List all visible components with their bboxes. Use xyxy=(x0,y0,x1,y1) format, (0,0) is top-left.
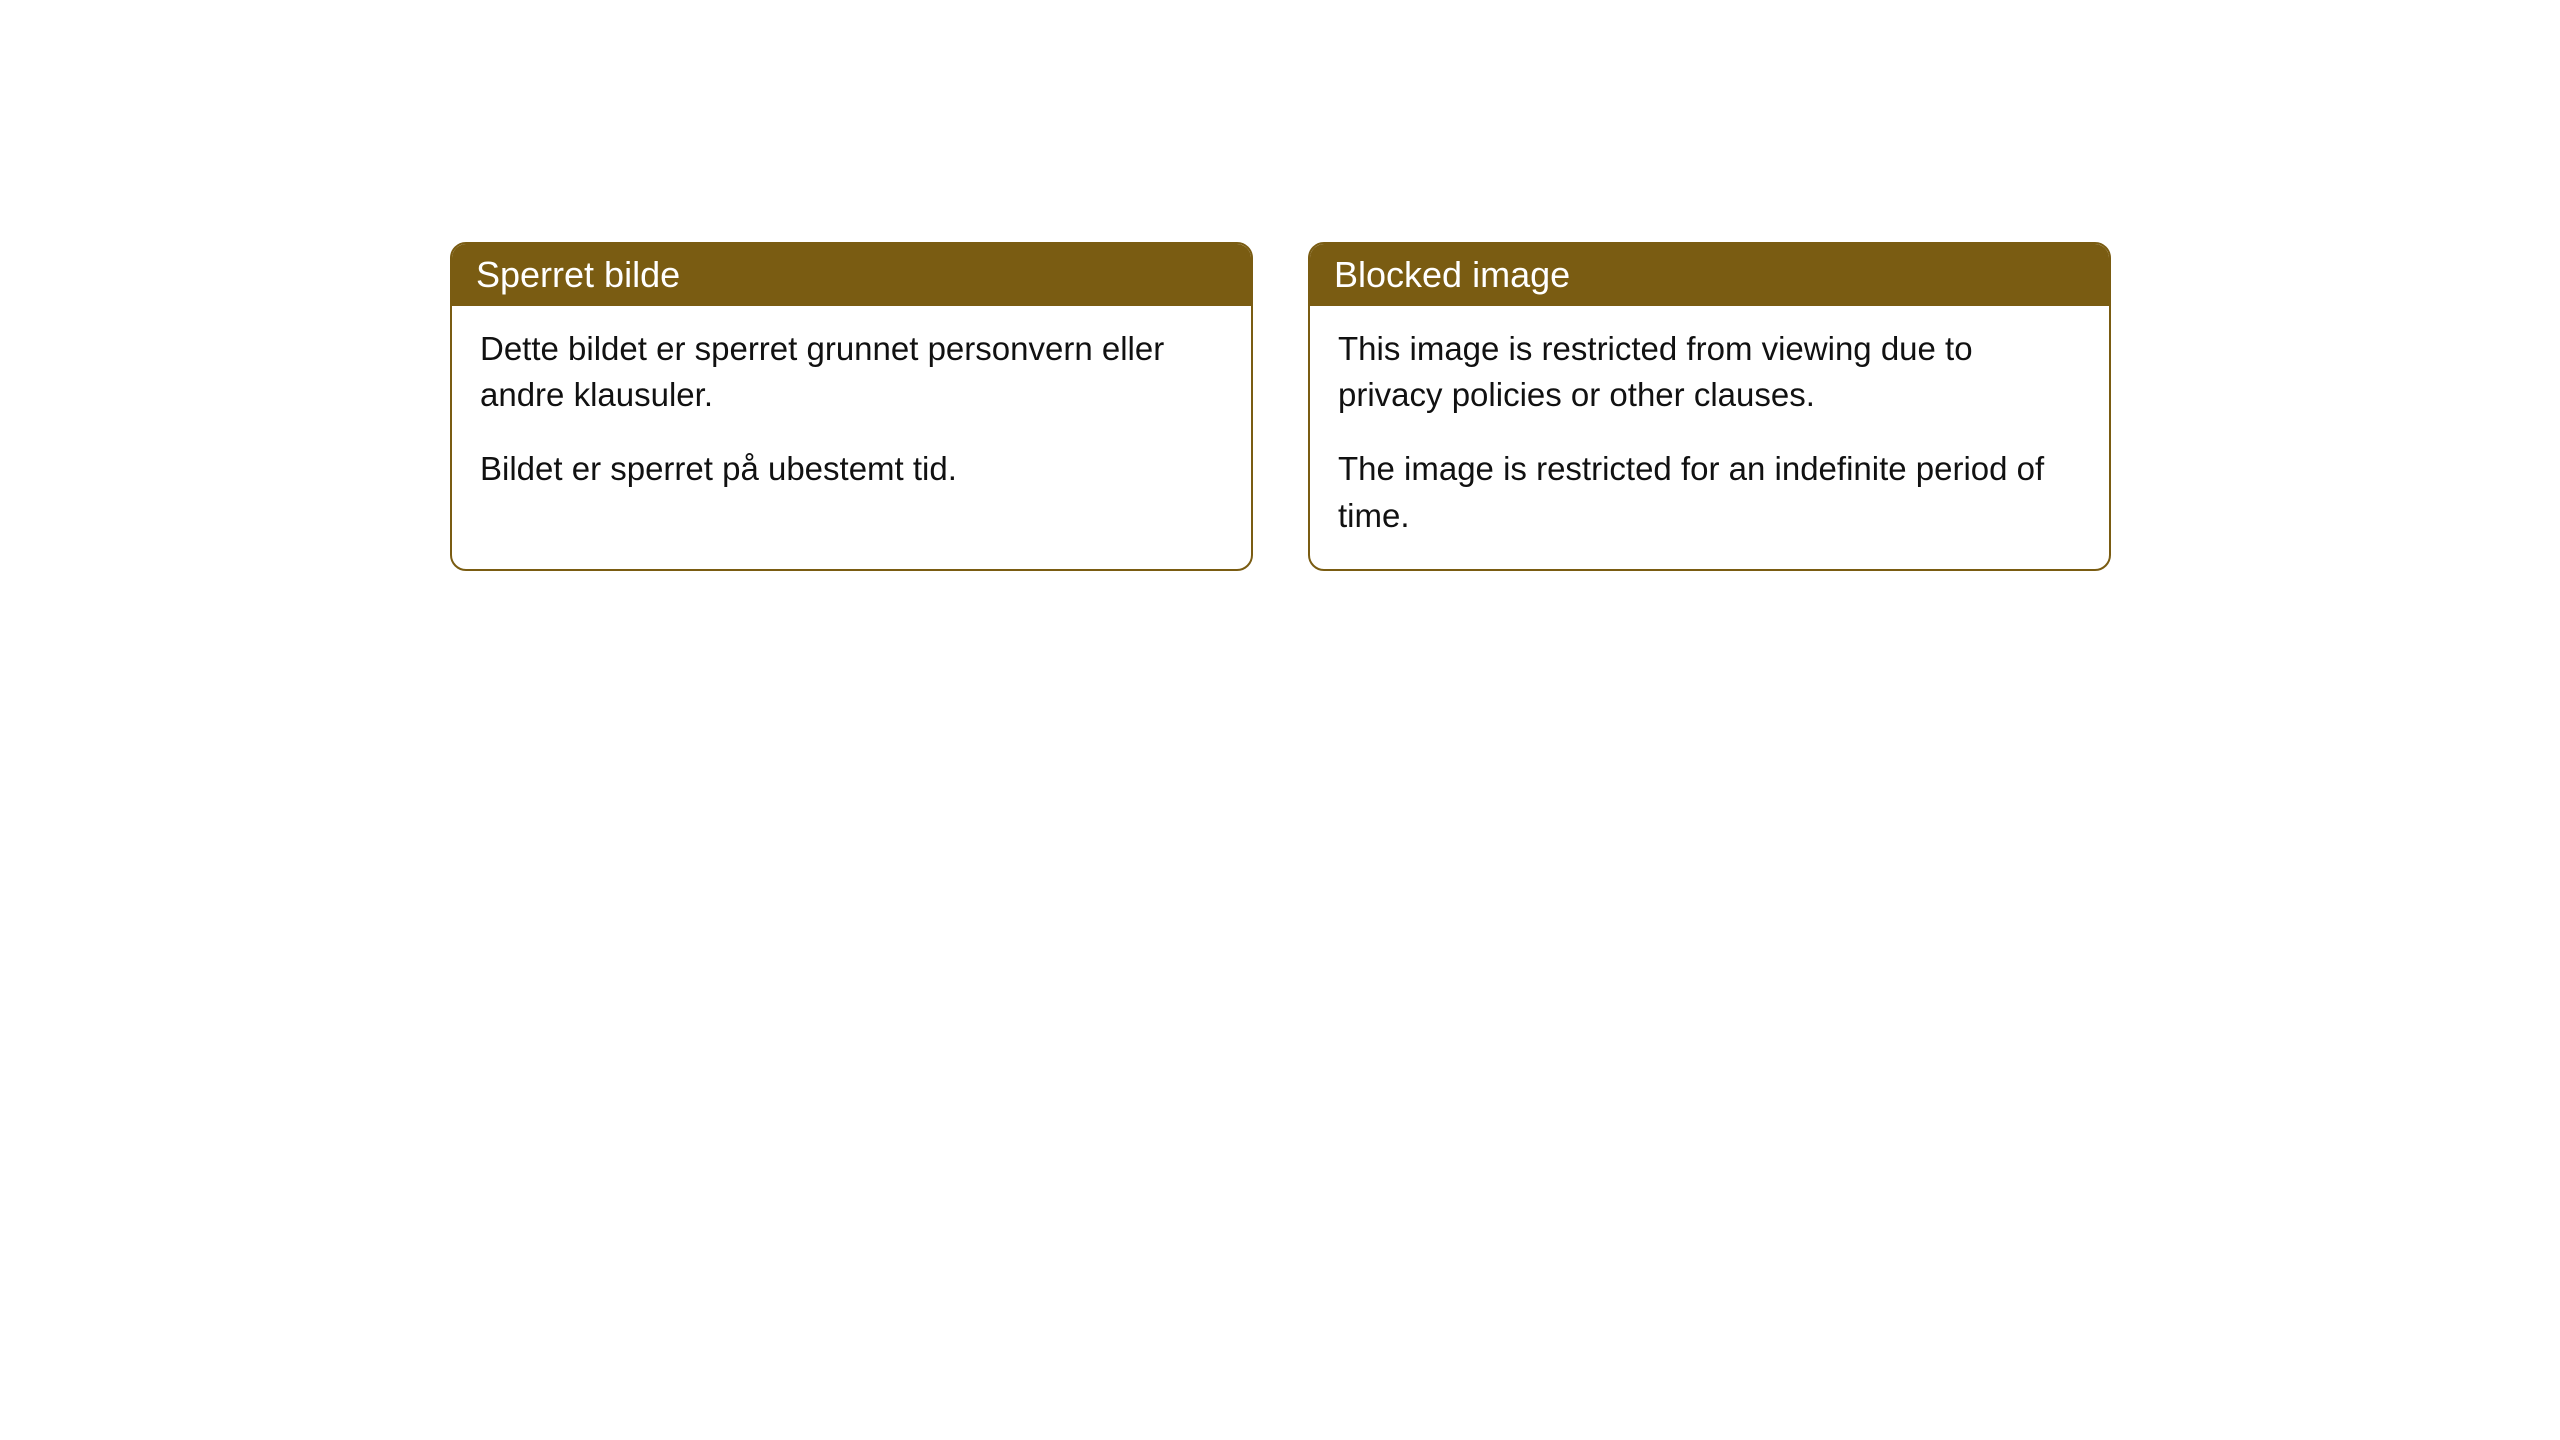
cards-container: Sperret bilde Dette bildet er sperret gr… xyxy=(450,242,2111,571)
card-header-english: Blocked image xyxy=(1310,244,2109,306)
card-title-english: Blocked image xyxy=(1334,254,1570,295)
card-norwegian: Sperret bilde Dette bildet er sperret gr… xyxy=(450,242,1253,571)
card-english: Blocked image This image is restricted f… xyxy=(1308,242,2111,571)
card-paragraph-2-norwegian: Bildet er sperret på ubestemt tid. xyxy=(480,446,1223,492)
card-paragraph-1-english: This image is restricted from viewing du… xyxy=(1338,326,2081,418)
card-body-english: This image is restricted from viewing du… xyxy=(1310,306,2109,569)
card-header-norwegian: Sperret bilde xyxy=(452,244,1251,306)
card-paragraph-2-english: The image is restricted for an indefinit… xyxy=(1338,446,2081,538)
card-title-norwegian: Sperret bilde xyxy=(476,254,680,295)
card-body-norwegian: Dette bildet er sperret grunnet personve… xyxy=(452,306,1251,523)
card-paragraph-1-norwegian: Dette bildet er sperret grunnet personve… xyxy=(480,326,1223,418)
